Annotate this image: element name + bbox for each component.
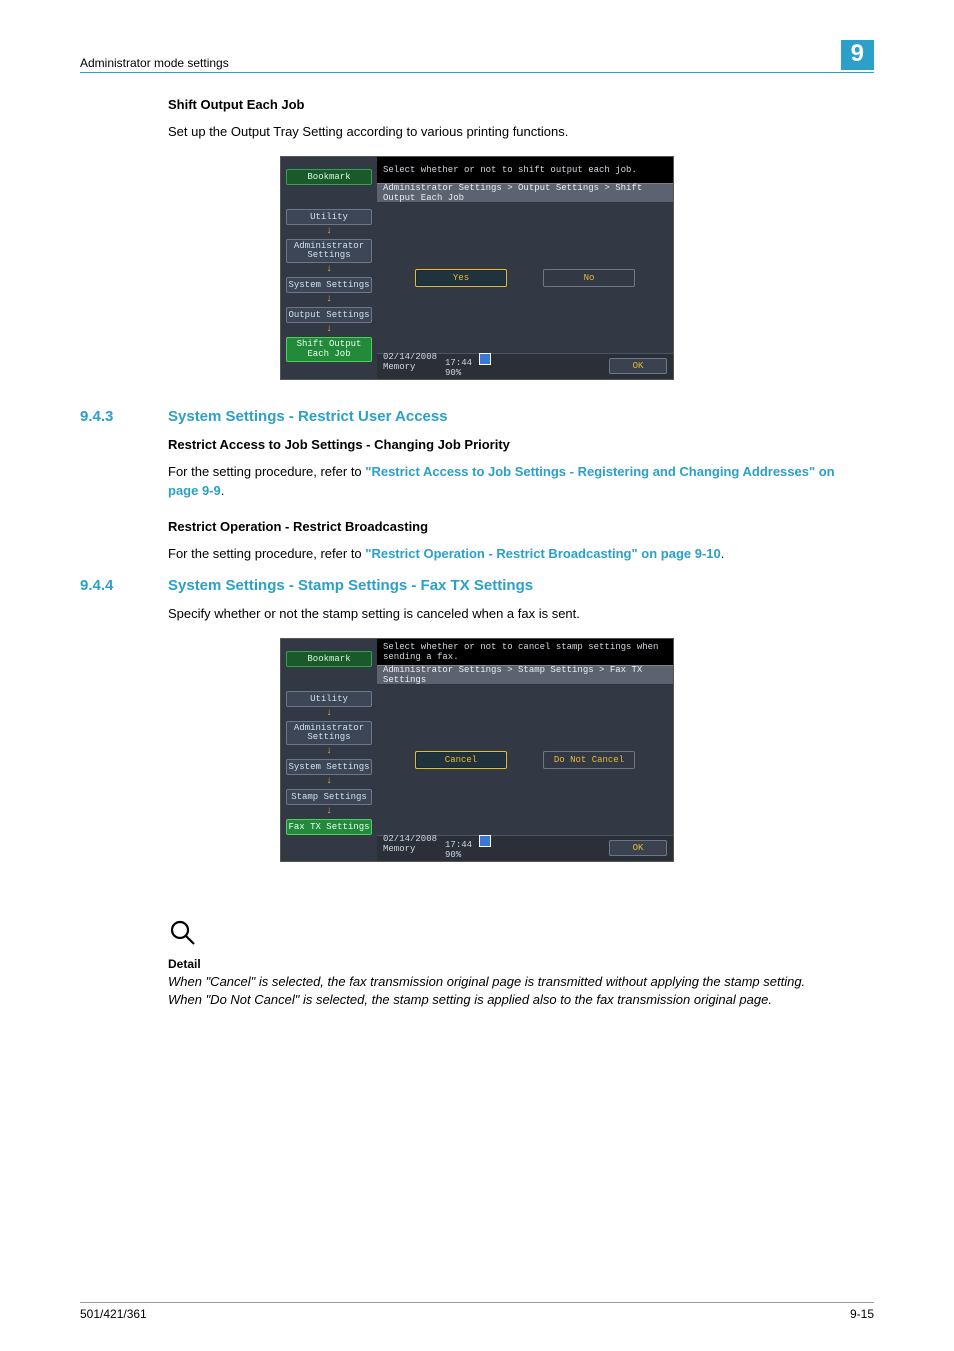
status-memory-value: 90% — [445, 369, 493, 379]
nav-utility[interactable]: Utility — [286, 209, 372, 225]
restrict-operation-heading: Restrict Operation - Restrict Broadcasti… — [168, 519, 864, 534]
detail-text-1: When "Cancel" is selected, the fax trans… — [168, 973, 864, 992]
status-time: 17:44 — [445, 358, 472, 368]
section-number-943: 9.4.3 — [80, 408, 168, 425]
chevron-down-icon: ↓ — [326, 265, 332, 275]
shift-output-heading: Shift Output Each Job — [168, 97, 864, 112]
restrict-access-heading: Restrict Access to Job Settings - Changi… — [168, 437, 864, 452]
option-no-button[interactable]: No — [543, 269, 635, 287]
nav-shift-output-current[interactable]: Shift Output Each Job — [286, 337, 372, 362]
ok-button[interactable]: OK — [609, 358, 667, 374]
chevron-down-icon: ↓ — [326, 325, 332, 335]
section-title-943: System Settings - Restrict User Access — [168, 408, 448, 425]
chevron-down-icon: ↓ — [326, 747, 332, 757]
chevron-down-icon: ↓ — [326, 777, 332, 787]
printer-panel-shift-output: Bookmark Utility ↓ Administrator Setting… — [280, 156, 674, 380]
panel-status-bar: 02/14/2008 Memory 17:44 90% OK — [377, 353, 673, 379]
option-yes-button[interactable]: Yes — [415, 269, 507, 287]
nav-utility[interactable]: Utility — [286, 691, 372, 707]
panel-nav-sidebar: Bookmark Utility ↓ Administrator Setting… — [281, 639, 377, 861]
printer-panel-fax-tx: Bookmark Utility ↓ Administrator Setting… — [280, 638, 674, 862]
nav-system-settings[interactable]: System Settings — [286, 277, 372, 293]
panel-instruction: Select whether or not to shift output ea… — [377, 157, 673, 183]
restrict-operation-link[interactable]: "Restrict Operation - Restrict Broadcast… — [365, 546, 720, 561]
restrict-operation-text: For the setting procedure, refer to — [168, 546, 365, 561]
running-title: Administrator mode settings — [80, 56, 229, 70]
status-time: 17:44 — [445, 840, 472, 850]
nav-admin-settings[interactable]: Administrator Settings — [286, 721, 372, 746]
option-cancel-button[interactable]: Cancel — [415, 751, 507, 769]
chevron-down-icon: ↓ — [326, 709, 332, 719]
memory-icon — [479, 835, 491, 847]
panel-breadcrumb: Administrator Settings > Output Settings… — [377, 183, 673, 203]
option-do-not-cancel-button[interactable]: Do Not Cancel — [543, 751, 635, 769]
status-memory-label: Memory — [383, 845, 437, 855]
detail-label: Detail — [168, 957, 864, 971]
panel-body: Cancel Do Not Cancel — [377, 685, 673, 835]
panel-nav-sidebar: Bookmark Utility ↓ Administrator Setting… — [281, 157, 377, 379]
nav-stamp-settings[interactable]: Stamp Settings — [286, 789, 372, 805]
status-memory-value: 90% — [445, 851, 493, 861]
restrict-access-text: For the setting procedure, refer to — [168, 464, 365, 479]
fax-tx-desc: Specify whether or not the stamp setting… — [168, 604, 864, 624]
chevron-down-icon: ↓ — [326, 295, 332, 305]
status-memory-label: Memory — [383, 363, 437, 373]
chapter-number-badge: 9 — [841, 40, 874, 70]
magnifier-icon — [168, 918, 864, 953]
page-footer: 501/421/361 9-15 — [80, 1302, 874, 1321]
section-number-944: 9.4.4 — [80, 577, 168, 594]
nav-output-settings[interactable]: Output Settings — [286, 307, 372, 323]
period: . — [721, 546, 725, 561]
nav-system-settings[interactable]: System Settings — [286, 759, 372, 775]
memory-icon — [479, 353, 491, 365]
panel-instruction: Select whether or not to cancel stamp se… — [377, 639, 673, 665]
detail-text-2: When "Do Not Cancel" is selected, the st… — [168, 991, 864, 1010]
footer-model: 501/421/361 — [80, 1307, 147, 1321]
bookmark-button[interactable]: Bookmark — [286, 651, 372, 667]
section-title-944: System Settings - Stamp Settings - Fax T… — [168, 577, 533, 594]
nav-fax-tx-current[interactable]: Fax TX Settings — [286, 819, 372, 835]
chevron-down-icon: ↓ — [326, 807, 332, 817]
shift-output-desc: Set up the Output Tray Setting according… — [168, 122, 864, 142]
page-header: Administrator mode settings 9 — [80, 40, 874, 73]
ok-button[interactable]: OK — [609, 840, 667, 856]
footer-page-number: 9-15 — [850, 1307, 874, 1321]
chevron-down-icon: ↓ — [326, 227, 332, 237]
period: . — [221, 483, 225, 498]
nav-admin-settings[interactable]: Administrator Settings — [286, 239, 372, 264]
bookmark-button[interactable]: Bookmark — [286, 169, 372, 185]
panel-breadcrumb: Administrator Settings > Stamp Settings … — [377, 665, 673, 685]
panel-status-bar: 02/14/2008 Memory 17:44 90% OK — [377, 835, 673, 861]
panel-body: Yes No — [377, 203, 673, 353]
